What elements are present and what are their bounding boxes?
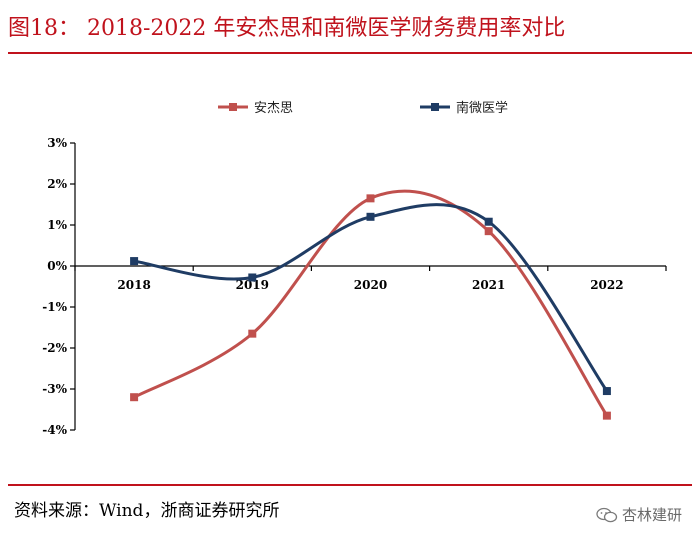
series-line-1 <box>133 189 609 417</box>
y-tick-label: 0% <box>47 259 67 273</box>
x-tick-label: 2018 <box>117 278 150 292</box>
data-point-1 <box>602 411 611 420</box>
axes: 3% 2% 1% 0% -1% -2% -3% -4% 2018 2019 2020 2021 2022 <box>42 136 667 437</box>
y-tick-label: -4% <box>42 423 67 437</box>
figure-title: 图18： 2018-2022 年安杰思和南微医学财务费用率对比 <box>8 16 566 41</box>
data-point-1 <box>130 393 139 402</box>
series-group <box>130 189 611 420</box>
data-point-1 <box>248 329 257 338</box>
chart-container: 安杰思 南微医学 3% 2% 1% 0% -1% -2% -3% -4% 2018 2019 2020… <box>0 60 700 480</box>
y-tick-label: 2% <box>47 177 67 191</box>
line-chart: 安杰思 南微医学 3% 2% 1% 0% -1% -2% -3% -4% 2018 2019 2020… <box>42 100 667 437</box>
watermark-text: 杏林建研 <box>621 506 682 524</box>
data-point-2 <box>366 212 375 221</box>
legend: 安杰思 南微医学 <box>218 100 508 116</box>
x-tick-label: 2022 <box>590 278 623 292</box>
data-point-1 <box>366 194 375 203</box>
legend-label-1: 安杰思 <box>254 101 293 116</box>
wechat-icon <box>596 507 618 522</box>
y-tick-label: -3% <box>42 382 67 396</box>
title-divider <box>8 52 692 54</box>
x-tick-label: 2021 <box>472 278 505 292</box>
data-point-2 <box>248 273 257 282</box>
footer-divider <box>8 484 692 486</box>
x-tick-label: 2019 <box>236 278 269 292</box>
y-tick-label: 1% <box>47 218 67 232</box>
x-tick-label: 2020 <box>354 278 387 292</box>
series-line-2 <box>133 203 609 392</box>
legend-marker-1 <box>229 103 237 111</box>
legend-marker-2 <box>431 103 439 111</box>
legend-label-2: 南微医学 <box>456 100 508 116</box>
watermark: 杏林建研 <box>596 504 682 525</box>
y-tick-label: 3% <box>47 136 67 150</box>
data-point-2 <box>130 257 139 266</box>
data-point-1 <box>484 227 493 236</box>
source-note: 资料来源：Wind，浙商证券研究所 <box>14 501 280 521</box>
data-point-2 <box>484 217 493 226</box>
y-tick-label: -2% <box>42 341 67 355</box>
y-tick-label: -1% <box>42 300 67 314</box>
data-point-2 <box>602 387 611 396</box>
